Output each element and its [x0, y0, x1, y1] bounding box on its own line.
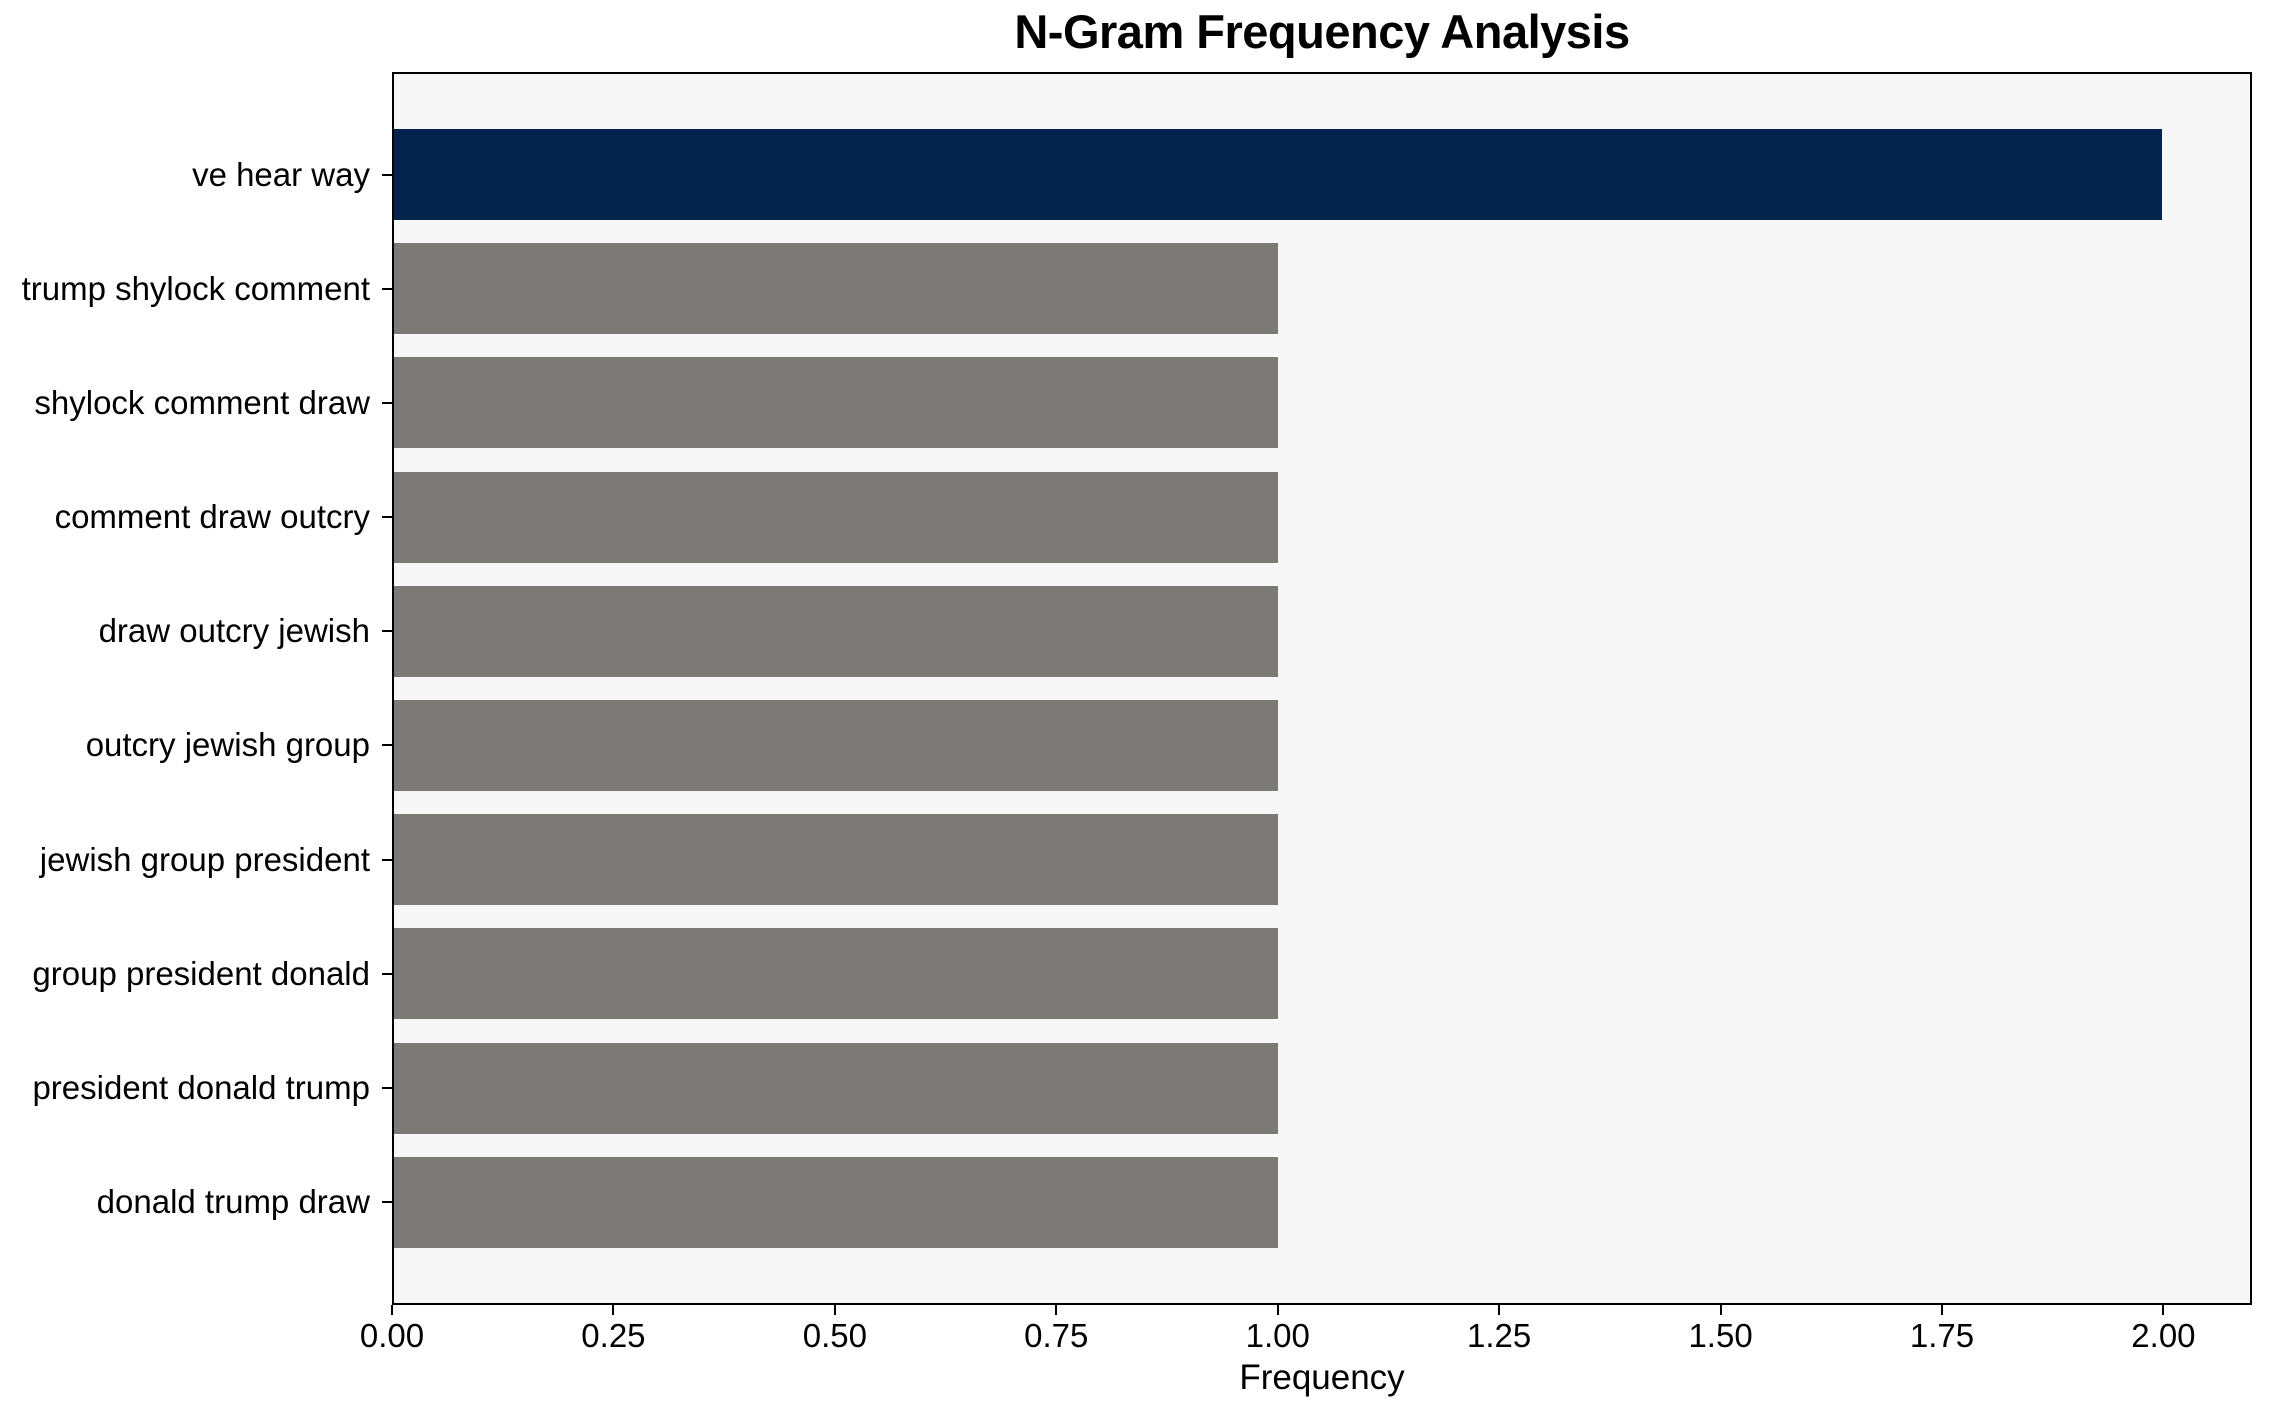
category-label-row: shylock comment draw	[0, 357, 392, 448]
bar-row	[394, 1156, 2250, 1248]
bar	[394, 471, 1278, 563]
bar-row	[394, 357, 2250, 449]
y-tick	[382, 1201, 392, 1204]
bar-row	[394, 129, 2250, 220]
bar-row	[394, 699, 2250, 791]
bar-row	[394, 928, 2250, 1020]
bar-row	[394, 471, 2250, 563]
bar-row	[394, 243, 2250, 335]
x-tick	[1719, 1305, 1722, 1315]
bar	[394, 129, 2162, 220]
y-tick	[382, 401, 392, 404]
category-label-row: president donald trump	[0, 1043, 392, 1134]
category-label-row: donald trump draw	[0, 1157, 392, 1248]
y-tick	[382, 744, 392, 747]
category-label: comment draw outcry	[54, 498, 370, 536]
bar	[394, 243, 1278, 335]
plot-area	[392, 72, 2252, 1305]
y-tick	[382, 630, 392, 633]
category-label: ve hear way	[192, 155, 370, 193]
bar	[394, 585, 1278, 677]
x-tick-label: 1.75	[1909, 1317, 1975, 1354]
bar	[394, 357, 1278, 449]
x-tick-label: 0.00	[359, 1317, 425, 1354]
category-label: draw outcry jewish	[98, 612, 370, 650]
category-label: donald trump draw	[96, 1183, 370, 1221]
y-tick	[382, 173, 392, 176]
category-label: group president donald	[32, 954, 370, 992]
x-tick	[1498, 1305, 1501, 1315]
bar	[394, 1156, 1278, 1248]
x-tick-label: 1.00	[1245, 1317, 1310, 1354]
category-label-row: group president donald	[0, 928, 392, 1019]
y-tick	[382, 1087, 392, 1089]
x-axis-tick-labels: 0.00 0.25 0.50 0.75 1.00 1.25 1.50 1.75 2.00	[360, 1317, 2252, 1358]
category-label: trump shylock comment	[21, 269, 370, 307]
category-label-row: comment draw outcry	[0, 472, 392, 563]
category-label: shylock comment draw	[34, 383, 370, 421]
y-tick	[382, 858, 392, 861]
y-tick	[382, 516, 392, 519]
x-tick-label: 1.50	[1688, 1317, 1753, 1354]
x-tick	[833, 1305, 836, 1315]
category-label: president donald trump	[32, 1069, 370, 1106]
x-axis-label: Frequency	[1239, 1358, 1405, 1397]
category-label-row: draw outcry jewish	[0, 586, 392, 677]
x-tick	[612, 1305, 615, 1315]
x-tick-label: 0.75	[1024, 1317, 1089, 1354]
x-tick	[1276, 1305, 1279, 1315]
y-axis-category-labels: ve hear way trump shylock comment shylock …	[0, 74, 392, 1413]
category-label-row: trump shylock comment	[0, 243, 392, 334]
x-axis-ticks	[391, 1305, 2252, 1317]
x-tick	[1055, 1305, 1058, 1315]
x-tick	[2162, 1305, 2165, 1315]
x-tick-label: 0.50	[802, 1317, 867, 1354]
x-tick-label: 1.25	[1467, 1317, 1532, 1354]
bar-row	[394, 1042, 2250, 1134]
x-tick	[391, 1305, 393, 1315]
category-label-row: jewish group president	[0, 814, 392, 905]
chart-title: N-Gram Frequency Analysis	[1014, 5, 1630, 58]
y-tick	[382, 972, 392, 975]
x-tick-label: 0.25	[581, 1317, 646, 1354]
x-tick	[1941, 1305, 1943, 1315]
bar	[394, 1042, 1278, 1134]
bar-row	[394, 585, 2250, 677]
bar-row	[394, 814, 2250, 906]
y-tick	[382, 287, 392, 290]
bars-layer	[394, 74, 2250, 1303]
bar	[394, 928, 1278, 1020]
bar	[394, 699, 1278, 791]
x-tick-label: 2.00	[2131, 1317, 2196, 1354]
bar	[394, 814, 1278, 906]
category-label-row: ve hear way	[0, 129, 392, 220]
category-label-row: outcry jewish group	[0, 700, 392, 791]
category-label: jewish group president	[39, 840, 370, 878]
category-label: outcry jewish group	[85, 726, 370, 764]
